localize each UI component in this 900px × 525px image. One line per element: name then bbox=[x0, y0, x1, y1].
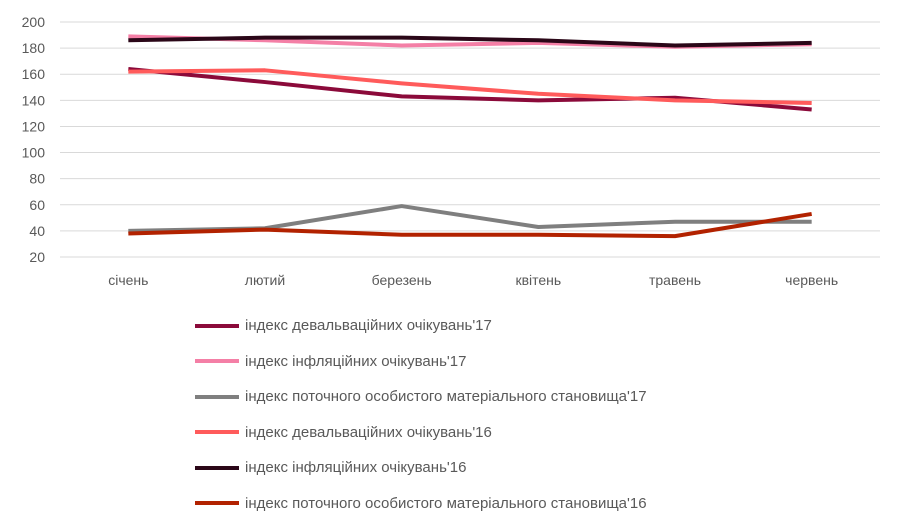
legend: індекс девальваційних очікувань'17 індекс… bbox=[195, 308, 815, 521]
y-tick-label: 180 bbox=[22, 40, 46, 56]
series-line-5 bbox=[128, 211, 812, 239]
legend-label: індекс девальваційних очікувань'16 bbox=[245, 423, 492, 441]
legend-label: індекс девальваційних очікувань'17 bbox=[245, 317, 492, 335]
legend-swatch bbox=[195, 359, 239, 364]
x-tick-label: квітень bbox=[515, 272, 561, 288]
x-tick-label: травень bbox=[649, 272, 701, 288]
y-tick-label: 60 bbox=[29, 197, 45, 213]
legend-swatch bbox=[195, 430, 239, 435]
series-line-4 bbox=[128, 35, 812, 48]
legend-item: індекс девальваційних очікувань'16 bbox=[195, 415, 815, 451]
x-axis-ticks: січень лютий березень квітень травень червень bbox=[108, 272, 838, 288]
x-tick-label: червень bbox=[785, 272, 838, 288]
legend-label: індекс поточного особистого матеріальног… bbox=[245, 388, 647, 406]
x-tick-label: березень bbox=[372, 272, 432, 288]
legend-label: індекс інфляційних очікувань'16 bbox=[245, 459, 467, 477]
legend-swatch bbox=[195, 501, 239, 506]
legend-item: індекс інфляційних очікувань'17 bbox=[195, 344, 815, 380]
x-tick-label: лютий bbox=[245, 272, 285, 288]
y-tick-label: 20 bbox=[29, 249, 45, 265]
y-tick-label: 120 bbox=[22, 118, 46, 134]
legend-swatch bbox=[195, 465, 239, 470]
legend-item: індекс девальваційних очікувань'17 bbox=[195, 308, 815, 344]
legend-item: індекс поточного особистого матеріальног… bbox=[195, 486, 815, 522]
y-tick-label: 140 bbox=[22, 92, 46, 108]
legend-swatch bbox=[195, 323, 239, 328]
series-lines bbox=[128, 34, 812, 239]
y-axis-ticks: 20 40 60 80 100 120 140 160 180 200 bbox=[22, 14, 46, 265]
y-tick-label: 80 bbox=[29, 171, 45, 187]
line-chart: 20 40 60 80 100 120 140 160 180 200 січень лютий бе… bbox=[22, 14, 880, 288]
y-tick-label: 200 bbox=[22, 14, 46, 30]
y-tick-label: 100 bbox=[22, 145, 46, 161]
x-tick-label: січень bbox=[108, 272, 148, 288]
legend-label: індекс поточного особистого матеріальног… bbox=[245, 494, 647, 512]
series-line-3 bbox=[128, 68, 812, 105]
series-line-2 bbox=[128, 204, 812, 233]
legend-label: індекс інфляційних очікувань'17 bbox=[245, 352, 467, 370]
legend-item: індекс інфляційних очікувань'16 bbox=[195, 450, 815, 486]
legend-swatch bbox=[195, 394, 239, 399]
legend-item: індекс поточного особистого матеріальног… bbox=[195, 379, 815, 415]
y-tick-label: 160 bbox=[22, 66, 46, 82]
y-tick-label: 40 bbox=[29, 223, 45, 239]
